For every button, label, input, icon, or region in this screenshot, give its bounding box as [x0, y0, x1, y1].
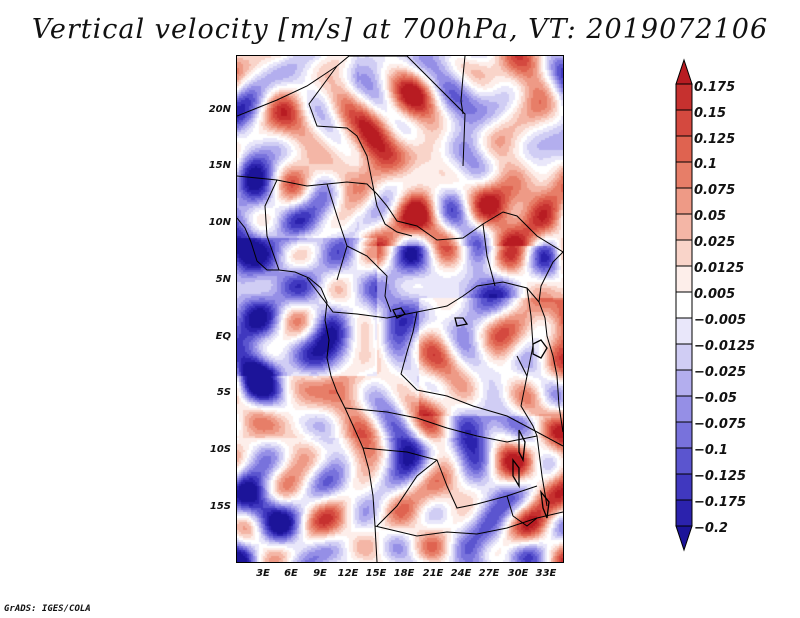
colorbar-segment — [675, 291, 693, 319]
lat-label: 20N — [208, 104, 231, 115]
country-boundaries — [237, 56, 563, 562]
colorbar-label: −0.2 — [694, 521, 728, 536]
lon-label: 18E — [393, 568, 415, 579]
colorbar-label: −0.025 — [694, 365, 747, 380]
lon-label: 15E — [365, 568, 387, 579]
lat-label: 15N — [208, 160, 231, 171]
colorbar-segment — [675, 369, 693, 397]
colorbar-segment — [675, 395, 693, 423]
colorbar-label: 0.15 — [694, 106, 727, 121]
colorbar-label: 0.025 — [694, 235, 736, 250]
colorbar-label: 0.005 — [694, 287, 736, 302]
colorbar-segment — [675, 135, 693, 163]
colorbar-segment — [675, 187, 693, 215]
colorbar-segment — [675, 265, 693, 293]
lon-label: 6E — [284, 568, 298, 579]
colorbar-label: −0.1 — [694, 443, 728, 458]
map-title: Vertical velocity [m/s] at 700hPa, VT: 2… — [31, 14, 769, 45]
colorbar-label: 0.125 — [694, 132, 736, 147]
lon-label: 3E — [256, 568, 270, 579]
colorbar-segment — [675, 213, 693, 241]
colorbar-segment — [675, 83, 693, 111]
colorbar-segment — [675, 317, 693, 345]
colorbar-segment — [675, 473, 693, 501]
lat-label: 5S — [216, 387, 231, 398]
colorbar-label: 0.175 — [694, 80, 736, 95]
colorbar-label: 0.0125 — [694, 261, 745, 276]
colorbar-segment — [675, 343, 693, 371]
colorbar-label: 0.05 — [694, 209, 727, 224]
colorbar-label: 0.075 — [694, 183, 736, 198]
lat-label: 10S — [209, 444, 231, 455]
colorbar-segment — [675, 525, 693, 552]
colorbar-segment — [675, 58, 693, 85]
colorbar-label: −0.075 — [694, 417, 747, 432]
colorbar-segment — [675, 499, 693, 527]
lon-label: 12E — [337, 568, 359, 579]
colorbar-label: −0.0125 — [694, 339, 756, 354]
lat-label: 15S — [209, 501, 231, 512]
colorbar-label: −0.125 — [694, 469, 747, 484]
lat-label: 10N — [208, 217, 231, 228]
lon-label: 24E — [450, 568, 472, 579]
grads-credit: GrADS: IGES/COLA — [4, 604, 91, 614]
lat-label: EQ — [215, 331, 231, 342]
colorbar-segment — [675, 447, 693, 475]
lon-label: 30E — [507, 568, 529, 579]
colorbar-label: −0.05 — [694, 391, 737, 406]
lon-label: 21E — [422, 568, 444, 579]
lat-label: 5N — [215, 274, 231, 285]
colorbar — [675, 58, 693, 552]
colorbar-segment — [675, 239, 693, 267]
colorbar-segment — [675, 109, 693, 137]
colorbar-label: −0.175 — [694, 495, 747, 510]
colorbar-segment — [675, 421, 693, 449]
vertical-velocity-field — [237, 56, 563, 562]
lon-label: 33E — [535, 568, 557, 579]
map-panel — [236, 55, 564, 563]
colorbar-label: 0.1 — [694, 157, 718, 172]
colorbar-label: −0.005 — [694, 313, 747, 328]
lon-label: 27E — [478, 568, 500, 579]
colorbar-segment — [675, 161, 693, 189]
lon-label: 9E — [313, 568, 327, 579]
